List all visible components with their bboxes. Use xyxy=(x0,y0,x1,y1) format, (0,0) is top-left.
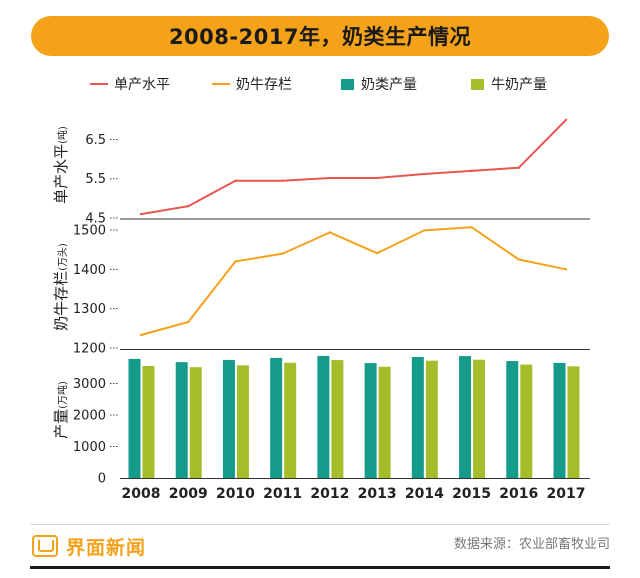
y-tick-label-output-0: 0 xyxy=(98,472,106,487)
legend-item-milk: 牛奶产量 xyxy=(471,72,547,96)
bar-milk-7 xyxy=(473,359,486,478)
data-point-yield-0 xyxy=(139,212,143,216)
y-tick-label-herd-0: 1200 xyxy=(73,342,106,357)
bar-milk-1 xyxy=(189,367,202,478)
bar-milk-4 xyxy=(331,360,344,478)
data-point-yield-9 xyxy=(564,118,568,122)
x-tick-label-9: 2017 xyxy=(547,486,586,502)
x-tick-label-2: 2010 xyxy=(216,486,255,502)
bar-dairy-7 xyxy=(459,356,472,478)
y-tick-label-output-3: 3000 xyxy=(73,377,106,392)
y-axis-label-herd: 奶牛存栏(万头) xyxy=(52,243,70,331)
legend-swatch-yield xyxy=(90,83,108,85)
brand-logo-icon xyxy=(32,535,58,557)
footer-divider xyxy=(30,524,610,525)
legend-swatch-herd xyxy=(212,83,230,85)
bar-milk-8 xyxy=(520,364,533,478)
bar-milk-5 xyxy=(378,366,391,478)
series-line-yield xyxy=(140,119,567,216)
data-point-herd-9 xyxy=(564,268,568,271)
data-point-yield-1 xyxy=(187,205,190,208)
brand-logo: 界面新闻 xyxy=(32,531,146,561)
y-axis-title-yield: 单产水平 xyxy=(52,144,70,204)
y-axis-unit-output: (万吨) xyxy=(56,381,69,409)
y-axis-label-yield: 单产水平(吨) xyxy=(52,126,70,204)
bar-dairy-4 xyxy=(317,355,330,478)
x-tick-label-4: 2012 xyxy=(310,486,349,502)
data-point-herd-6 xyxy=(423,229,426,232)
data-point-herd-5 xyxy=(375,252,379,255)
chart-canvas: 4.55.56.5单产水平(吨)1200130014001500奶牛存栏(万头)… xyxy=(52,118,590,502)
y-axis-label-output: 产量(万吨) xyxy=(52,381,70,439)
legend-item-herd: 奶牛存栏 xyxy=(212,72,292,96)
x-tick-label-1: 2009 xyxy=(169,486,208,502)
y-tick-label-yield-1: 5.5 xyxy=(85,172,106,187)
bar-milk-2 xyxy=(236,365,249,478)
bar-dairy-0 xyxy=(128,358,141,478)
bar-milk-6 xyxy=(425,360,438,478)
y-axis-unit-herd: (万头) xyxy=(57,243,69,271)
data-point-herd-0 xyxy=(139,333,143,337)
data-point-herd-1 xyxy=(187,320,190,324)
data-point-herd-7 xyxy=(470,226,473,229)
x-tick-label-3: 2011 xyxy=(263,486,302,502)
data-point-yield-2 xyxy=(234,179,237,182)
chart-title: 2008-2017年，奶类生产情况 xyxy=(31,16,609,56)
y-axis-title-herd: 奶牛存栏 xyxy=(52,271,70,331)
x-tick-label-0: 2008 xyxy=(122,486,161,502)
y-tick-label-yield-2: 6.5 xyxy=(85,133,106,148)
bottom-rule xyxy=(30,566,610,569)
bar-milk-0 xyxy=(142,365,155,478)
series-line-herd xyxy=(140,226,567,336)
bar-milk-3 xyxy=(284,362,297,478)
x-tick-label-5: 2013 xyxy=(358,486,397,502)
legend-label-milk: 牛奶产量 xyxy=(491,77,547,93)
data-point-yield-7 xyxy=(470,169,473,173)
x-tick-label-8: 2016 xyxy=(499,486,538,502)
data-point-yield-4 xyxy=(328,176,332,180)
data-point-yield-6 xyxy=(423,172,426,176)
bar-dairy-3 xyxy=(270,357,283,478)
bar-milk-9 xyxy=(567,366,580,478)
y-tick-label-output-1: 1000 xyxy=(73,440,106,455)
data-point-yield-8 xyxy=(517,166,520,169)
bar-dairy-2 xyxy=(222,359,235,478)
y-axis-unit-yield: (吨) xyxy=(56,126,69,144)
x-tick-label-7: 2015 xyxy=(452,486,491,502)
y-tick-label-output-2: 2000 xyxy=(73,409,106,424)
data-point-yield-5 xyxy=(375,176,379,180)
y-tick-label-herd-3: 1500 xyxy=(73,224,106,239)
data-point-herd-8 xyxy=(517,258,520,261)
data-source: 数据来源：农业部畜牧业司 xyxy=(453,537,610,552)
data-point-yield-3 xyxy=(281,179,284,182)
legend-item-yield: 单产水平 xyxy=(90,72,170,96)
bar-dairy-5 xyxy=(364,363,377,478)
bar-dairy-9 xyxy=(553,362,566,478)
y-tick-label-herd-1: 1300 xyxy=(73,302,106,317)
y-tick-label-yield-0: 4.5 xyxy=(85,212,106,227)
x-tick-label-6: 2014 xyxy=(405,486,444,502)
legend-label-dairy: 奶类产量 xyxy=(361,77,417,93)
brand-name: 界面新闻 xyxy=(66,536,147,559)
legend: 单产水平 奶牛存栏 奶类产量 牛奶产量 xyxy=(0,72,640,96)
legend-swatch-dairy xyxy=(341,78,354,90)
y-tick-label-herd-2: 1400 xyxy=(73,263,106,278)
bar-dairy-1 xyxy=(175,362,188,478)
legend-label-yield: 单产水平 xyxy=(114,77,170,93)
bar-dairy-6 xyxy=(411,357,424,478)
legend-label-herd: 奶牛存栏 xyxy=(236,77,292,93)
y-axis-title-output: 产量 xyxy=(52,409,70,439)
bar-dairy-8 xyxy=(506,361,519,478)
data-point-herd-4 xyxy=(328,231,332,234)
legend-item-dairy: 奶类产量 xyxy=(341,72,417,96)
data-point-herd-2 xyxy=(234,260,237,263)
data-point-herd-3 xyxy=(281,252,284,255)
legend-swatch-milk xyxy=(471,78,484,90)
